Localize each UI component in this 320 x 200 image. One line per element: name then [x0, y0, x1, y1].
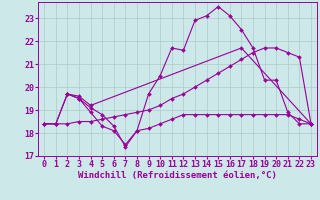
- X-axis label: Windchill (Refroidissement éolien,°C): Windchill (Refroidissement éolien,°C): [78, 171, 277, 180]
